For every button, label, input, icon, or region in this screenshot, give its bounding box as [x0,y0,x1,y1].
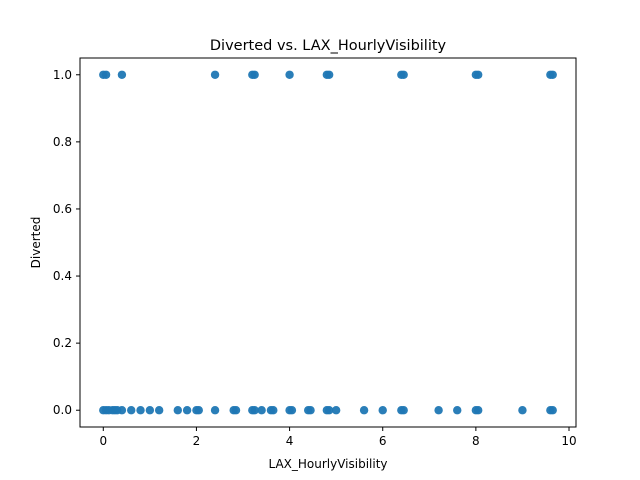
y-axis-label: Diverted [29,217,43,269]
data-point [287,406,297,415]
y-tick-label: 0.6 [53,202,72,216]
data-point [250,406,259,415]
data-points [99,70,557,415]
data-point [359,406,369,415]
data-point [182,406,192,415]
data-point [518,406,527,415]
x-axis-ticks: 0 2 4 6 8 10 [99,427,577,448]
data-point [101,70,111,79]
y-tick-label: 0.4 [53,269,72,283]
data-point [145,406,155,415]
data-point [453,406,462,415]
data-point [194,406,203,415]
data-point [434,406,443,415]
x-tick-label: 6 [379,434,387,448]
data-point [210,406,220,415]
x-tick-label: 2 [193,434,201,448]
data-point [257,406,266,415]
x-tick-label: 10 [561,434,576,448]
data-point [306,406,315,415]
data-point [378,406,387,415]
data-point [474,406,483,415]
chart-title: Diverted vs. LAX_HourlyVisibility [210,38,447,54]
data-point [231,406,241,415]
x-tick-label: 0 [99,434,107,448]
y-tick-label: 1.0 [53,68,72,82]
y-tick-label: 0.2 [53,336,72,350]
data-point [154,406,164,415]
data-point [173,406,182,415]
data-point [399,406,408,415]
y-tick-label: 0.8 [53,135,72,149]
data-point [399,70,408,79]
axes-frame [79,57,577,428]
data-point [250,70,259,79]
data-point [269,406,278,415]
data-point [117,70,127,79]
y-tick-label: 0.0 [53,403,72,417]
data-point [210,70,220,79]
x-axis-label: LAX_HourlyVisibility [268,457,387,471]
x-tick-label: 8 [472,434,480,448]
data-point [324,70,334,79]
data-point [285,70,294,79]
data-point [548,70,557,79]
x-tick-label: 4 [286,434,294,448]
data-point [548,406,557,415]
y-axis-ticks: 0.0 0.2 0.4 0.6 0.8 1.0 [53,68,80,417]
data-point [324,406,334,415]
data-point [474,70,483,79]
data-point [331,406,341,415]
data-point [117,406,127,415]
data-point [127,406,136,415]
data-point [136,406,145,415]
